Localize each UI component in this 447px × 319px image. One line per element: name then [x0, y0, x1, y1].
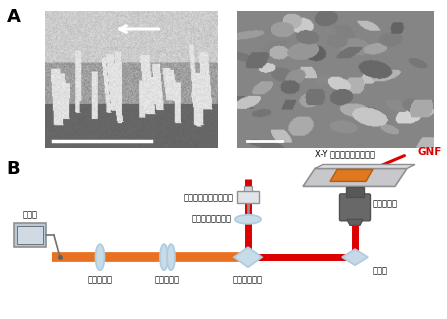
FancyBboxPatch shape — [340, 194, 371, 221]
Polygon shape — [234, 247, 262, 267]
Polygon shape — [342, 249, 368, 265]
Text: スプリッター: スプリッター — [233, 275, 263, 284]
Text: X-Y スキャン用ステージ: X-Y スキャン用ステージ — [315, 150, 375, 159]
Polygon shape — [347, 219, 363, 225]
Text: 集光レンズ: 集光レンズ — [88, 275, 113, 284]
FancyBboxPatch shape — [17, 226, 43, 244]
FancyBboxPatch shape — [346, 188, 364, 197]
Text: 対物レンズ: 対物レンズ — [373, 199, 398, 208]
Text: GNF: GNF — [417, 146, 441, 157]
Polygon shape — [303, 168, 407, 186]
Ellipse shape — [160, 244, 168, 270]
Ellipse shape — [235, 215, 261, 224]
Polygon shape — [315, 165, 415, 168]
Text: A: A — [7, 8, 21, 26]
Text: B: B — [7, 160, 20, 177]
Text: コリメートレンズ: コリメートレンズ — [192, 215, 232, 224]
Text: 半導体レーザー発振器: 半導体レーザー発振器 — [184, 193, 234, 202]
Polygon shape — [330, 169, 373, 182]
FancyBboxPatch shape — [237, 191, 259, 204]
Ellipse shape — [96, 244, 105, 270]
Text: 分光器: 分光器 — [22, 210, 38, 219]
Text: 反射鏡: 反射鏡 — [373, 267, 388, 276]
FancyBboxPatch shape — [14, 223, 46, 247]
Ellipse shape — [167, 244, 175, 270]
FancyBboxPatch shape — [244, 186, 252, 191]
Text: フィルター: フィルター — [155, 275, 180, 284]
